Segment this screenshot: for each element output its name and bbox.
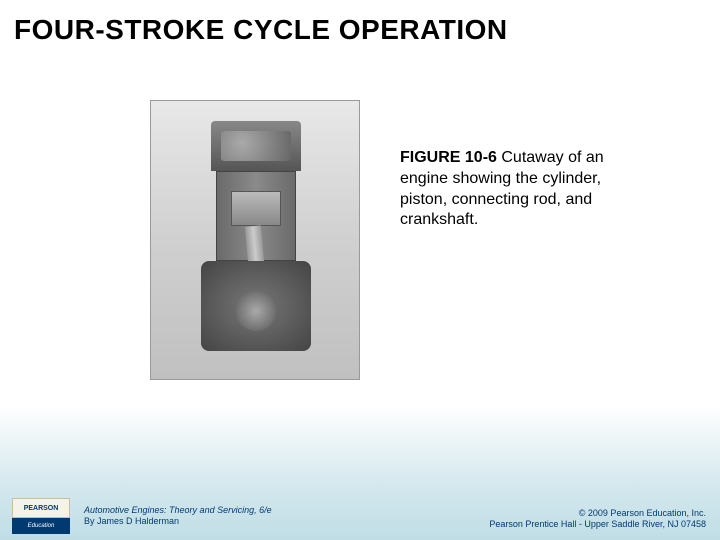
- copyright-line2: Pearson Prentice Hall - Upper Saddle Riv…: [489, 519, 706, 530]
- book-title: Automotive Engines: Theory and Servicing…: [84, 505, 272, 516]
- figure-image: [150, 100, 360, 380]
- figure-caption: FIGURE 10-6 Cutaway of an engine showing…: [400, 148, 640, 231]
- pearson-logo-line: Education: [12, 518, 70, 534]
- valve-area-shape: [221, 131, 291, 161]
- figure-caption-label: FIGURE 10-6: [400, 149, 497, 166]
- piston-shape: [231, 191, 281, 226]
- slide-title: FOUR-STROKE CYCLE OPERATION: [14, 14, 508, 46]
- engine-cutaway-illustration: [151, 101, 359, 379]
- book-author: By James D Halderman: [84, 516, 272, 527]
- pearson-logo-brand: PEARSON: [12, 498, 70, 518]
- crankshaft-shape: [236, 291, 276, 331]
- book-info: Automotive Engines: Theory and Servicing…: [84, 505, 272, 528]
- pearson-logo: PEARSON Education: [12, 498, 70, 534]
- copyright-line1: © 2009 Pearson Education, Inc.: [489, 508, 706, 519]
- copyright: © 2009 Pearson Education, Inc. Pearson P…: [489, 508, 706, 531]
- footer: PEARSON Education Automotive Engines: Th…: [0, 492, 720, 540]
